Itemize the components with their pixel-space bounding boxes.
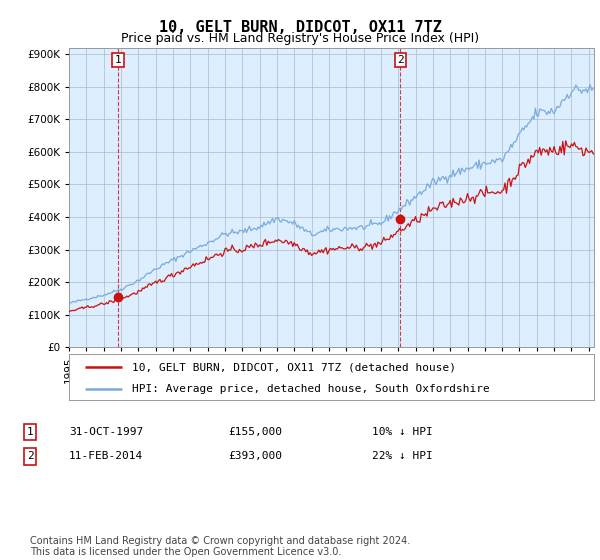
Text: £155,000: £155,000 [228, 427, 282, 437]
Text: 10, GELT BURN, DIDCOT, OX11 7TZ: 10, GELT BURN, DIDCOT, OX11 7TZ [158, 20, 442, 35]
Text: 1: 1 [26, 427, 34, 437]
Text: 22% ↓ HPI: 22% ↓ HPI [372, 451, 433, 461]
Text: 10, GELT BURN, DIDCOT, OX11 7TZ (detached house): 10, GELT BURN, DIDCOT, OX11 7TZ (detache… [132, 362, 456, 372]
Text: Price paid vs. HM Land Registry's House Price Index (HPI): Price paid vs. HM Land Registry's House … [121, 32, 479, 45]
Text: £393,000: £393,000 [228, 451, 282, 461]
Text: 1: 1 [115, 55, 121, 65]
Text: 2: 2 [26, 451, 34, 461]
Text: 31-OCT-1997: 31-OCT-1997 [69, 427, 143, 437]
Text: 10% ↓ HPI: 10% ↓ HPI [372, 427, 433, 437]
Text: 2: 2 [397, 55, 404, 65]
Text: HPI: Average price, detached house, South Oxfordshire: HPI: Average price, detached house, Sout… [132, 384, 490, 394]
Text: Contains HM Land Registry data © Crown copyright and database right 2024.
This d: Contains HM Land Registry data © Crown c… [30, 535, 410, 557]
Text: 11-FEB-2014: 11-FEB-2014 [69, 451, 143, 461]
